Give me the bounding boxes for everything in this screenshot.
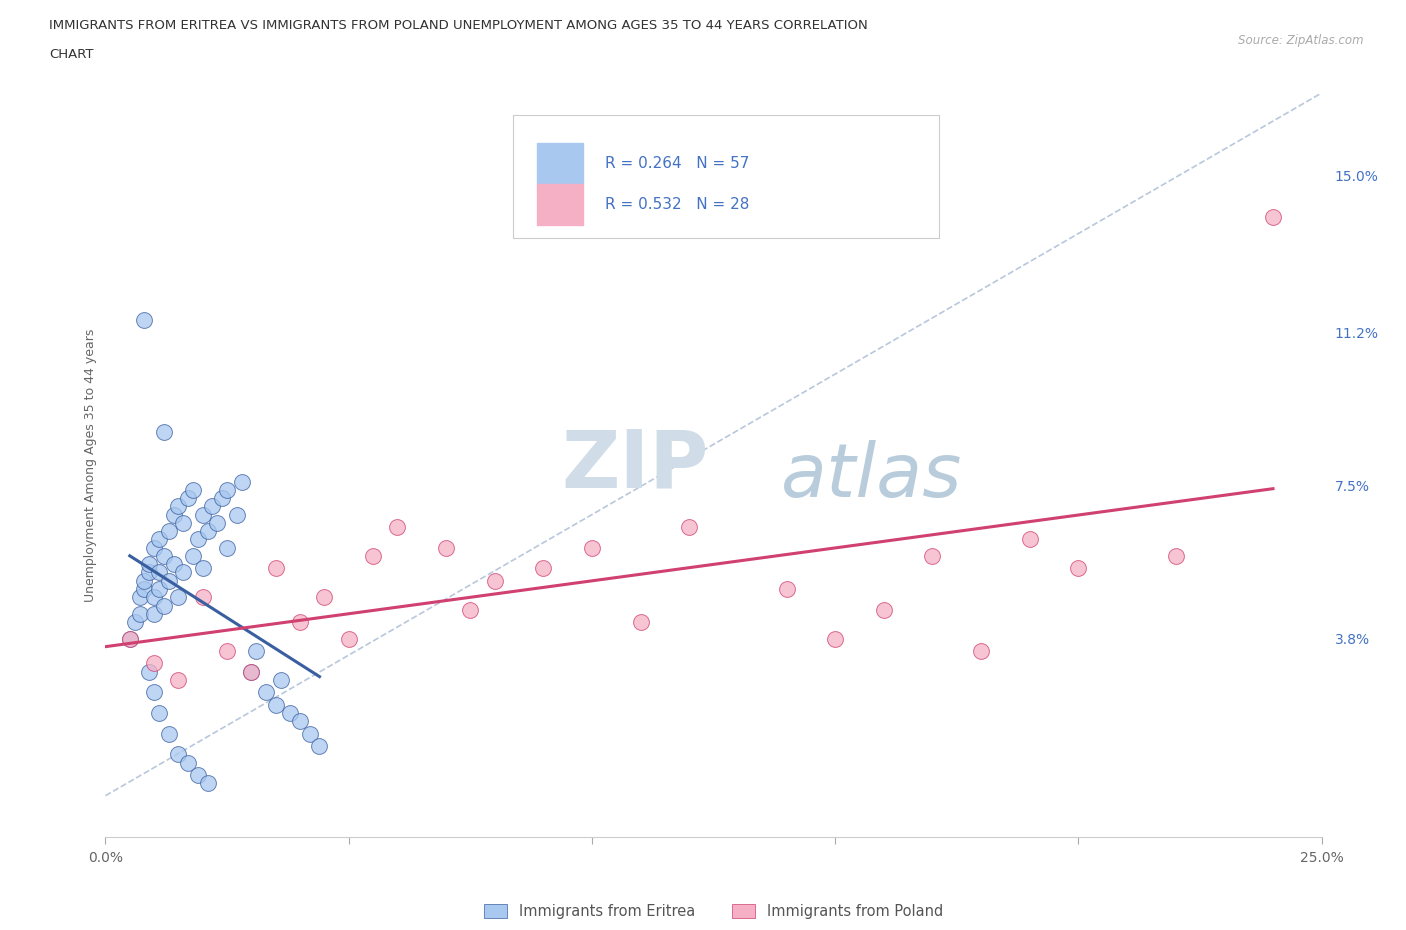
Point <box>167 498 190 513</box>
Point <box>172 515 194 530</box>
Text: IMMIGRANTS FROM ERITREA VS IMMIGRANTS FROM POLAND UNEMPLOYMENT AMONG AGES 35 TO : IMMIGRANTS FROM ERITREA VS IMMIGRANTS FR… <box>49 19 868 32</box>
Point <box>1261 209 1284 224</box>
Point <box>225 507 247 522</box>
Text: R = 0.264   N = 57: R = 0.264 N = 57 <box>606 156 749 171</box>
Point <box>143 684 166 699</box>
Legend: Immigrants from Eritrea, Immigrants from Poland: Immigrants from Eritrea, Immigrants from… <box>478 897 949 924</box>
Point <box>143 540 166 555</box>
Point <box>434 540 457 555</box>
Point <box>124 615 146 630</box>
Point <box>308 738 330 753</box>
Point <box>298 726 321 741</box>
Text: Source: ZipAtlas.com: Source: ZipAtlas.com <box>1239 34 1364 47</box>
Point <box>775 581 797 596</box>
Point <box>191 590 214 604</box>
Point <box>337 631 360 646</box>
Point <box>128 590 150 604</box>
FancyBboxPatch shape <box>513 115 939 238</box>
Point <box>217 483 239 498</box>
Text: ZIP: ZIP <box>561 426 709 504</box>
Point <box>153 598 176 613</box>
Point <box>970 644 993 658</box>
Point <box>172 565 194 580</box>
Point <box>143 606 166 621</box>
Point <box>134 581 156 596</box>
Point <box>148 581 170 596</box>
Point <box>458 603 481 618</box>
Point <box>191 507 214 522</box>
Point <box>1164 549 1187 564</box>
Point <box>531 561 554 576</box>
Point <box>187 767 209 782</box>
Point <box>143 590 166 604</box>
Point <box>138 565 160 580</box>
Bar <box>537 143 583 184</box>
Point <box>201 498 224 513</box>
Point <box>167 590 190 604</box>
Point <box>581 540 603 555</box>
Point <box>138 557 160 572</box>
Point <box>118 631 141 646</box>
Point <box>824 631 846 646</box>
Point <box>148 706 170 721</box>
Point <box>118 631 141 646</box>
Point <box>211 491 233 506</box>
Point <box>288 714 311 729</box>
Point <box>177 491 200 506</box>
Point <box>153 424 176 439</box>
Point <box>153 549 176 564</box>
Point <box>187 532 209 547</box>
Point <box>873 603 896 618</box>
Point <box>254 684 277 699</box>
Point <box>134 573 156 588</box>
Point <box>128 606 150 621</box>
Point <box>1018 532 1040 547</box>
Point <box>231 474 253 489</box>
Point <box>157 726 180 741</box>
Point <box>270 672 292 687</box>
Y-axis label: Unemployment Among Ages 35 to 44 years: Unemployment Among Ages 35 to 44 years <box>84 328 97 602</box>
Point <box>217 644 239 658</box>
Point <box>181 483 204 498</box>
Point <box>361 549 384 564</box>
Point <box>314 590 336 604</box>
Point <box>162 557 184 572</box>
Point <box>138 664 160 679</box>
Point <box>921 549 943 564</box>
Point <box>157 524 180 538</box>
Point <box>162 507 184 522</box>
Point <box>264 561 287 576</box>
Point <box>148 565 170 580</box>
Point <box>177 755 200 770</box>
Point <box>630 615 652 630</box>
Point <box>157 573 180 588</box>
Point <box>484 573 506 588</box>
Point <box>143 656 166 671</box>
Text: atlas: atlas <box>780 440 962 512</box>
Point <box>387 520 409 535</box>
Point <box>1067 561 1090 576</box>
Point <box>167 747 190 762</box>
Point <box>288 615 311 630</box>
Point <box>278 706 301 721</box>
Point <box>240 664 263 679</box>
Point <box>264 698 287 712</box>
Point <box>678 520 700 535</box>
Point <box>217 540 239 555</box>
Point <box>181 549 204 564</box>
Bar <box>537 184 583 225</box>
Point <box>197 776 219 790</box>
Point <box>148 532 170 547</box>
Point <box>197 524 219 538</box>
Text: R = 0.532   N = 28: R = 0.532 N = 28 <box>606 197 749 212</box>
Point <box>240 664 263 679</box>
Point <box>245 644 267 658</box>
Point <box>191 561 214 576</box>
Text: CHART: CHART <box>49 48 94 61</box>
Point <box>167 672 190 687</box>
Point <box>207 515 229 530</box>
Point <box>134 312 156 327</box>
